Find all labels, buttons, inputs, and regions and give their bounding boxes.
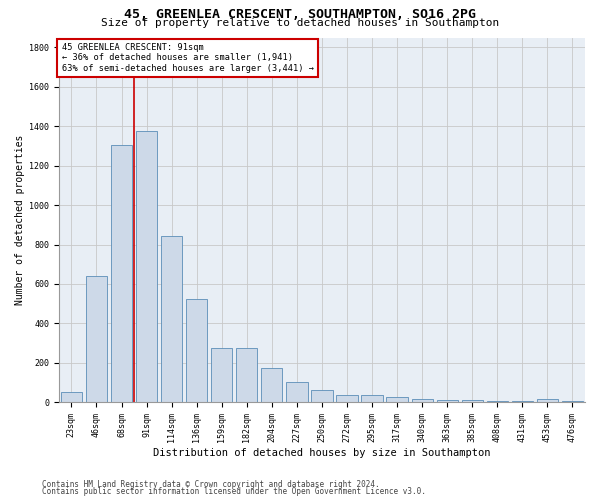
Bar	[337, 396, 358, 402]
Text: 45 GREENLEA CRESCENT: 91sqm
← 36% of detached houses are smaller (1,941)
63% of : 45 GREENLEA CRESCENT: 91sqm ← 36% of det…	[62, 43, 314, 73]
Bar	[186, 298, 208, 402]
Bar	[111, 145, 132, 402]
Bar	[86, 276, 107, 402]
Bar	[311, 390, 332, 402]
Bar	[487, 401, 508, 402]
Bar	[286, 382, 308, 402]
Bar	[61, 392, 82, 402]
Text: 45, GREENLEA CRESCENT, SOUTHAMPTON, SO16 2PG: 45, GREENLEA CRESCENT, SOUTHAMPTON, SO16…	[124, 8, 476, 20]
X-axis label: Distribution of detached houses by size in Southampton: Distribution of detached houses by size …	[153, 448, 491, 458]
Bar	[412, 398, 433, 402]
Bar	[136, 131, 157, 402]
Bar	[512, 401, 533, 402]
Bar	[562, 401, 583, 402]
Text: Contains HM Land Registry data © Crown copyright and database right 2024.: Contains HM Land Registry data © Crown c…	[42, 480, 380, 489]
Bar	[211, 348, 232, 402]
Bar	[437, 400, 458, 402]
Bar	[361, 396, 383, 402]
Y-axis label: Number of detached properties: Number of detached properties	[15, 134, 25, 305]
Text: Size of property relative to detached houses in Southampton: Size of property relative to detached ho…	[101, 18, 499, 28]
Bar	[236, 348, 257, 402]
Bar	[386, 396, 408, 402]
Bar	[461, 400, 483, 402]
Text: Contains public sector information licensed under the Open Government Licence v3: Contains public sector information licen…	[42, 488, 426, 496]
Bar	[537, 398, 558, 402]
Bar	[161, 236, 182, 402]
Bar	[261, 368, 283, 402]
